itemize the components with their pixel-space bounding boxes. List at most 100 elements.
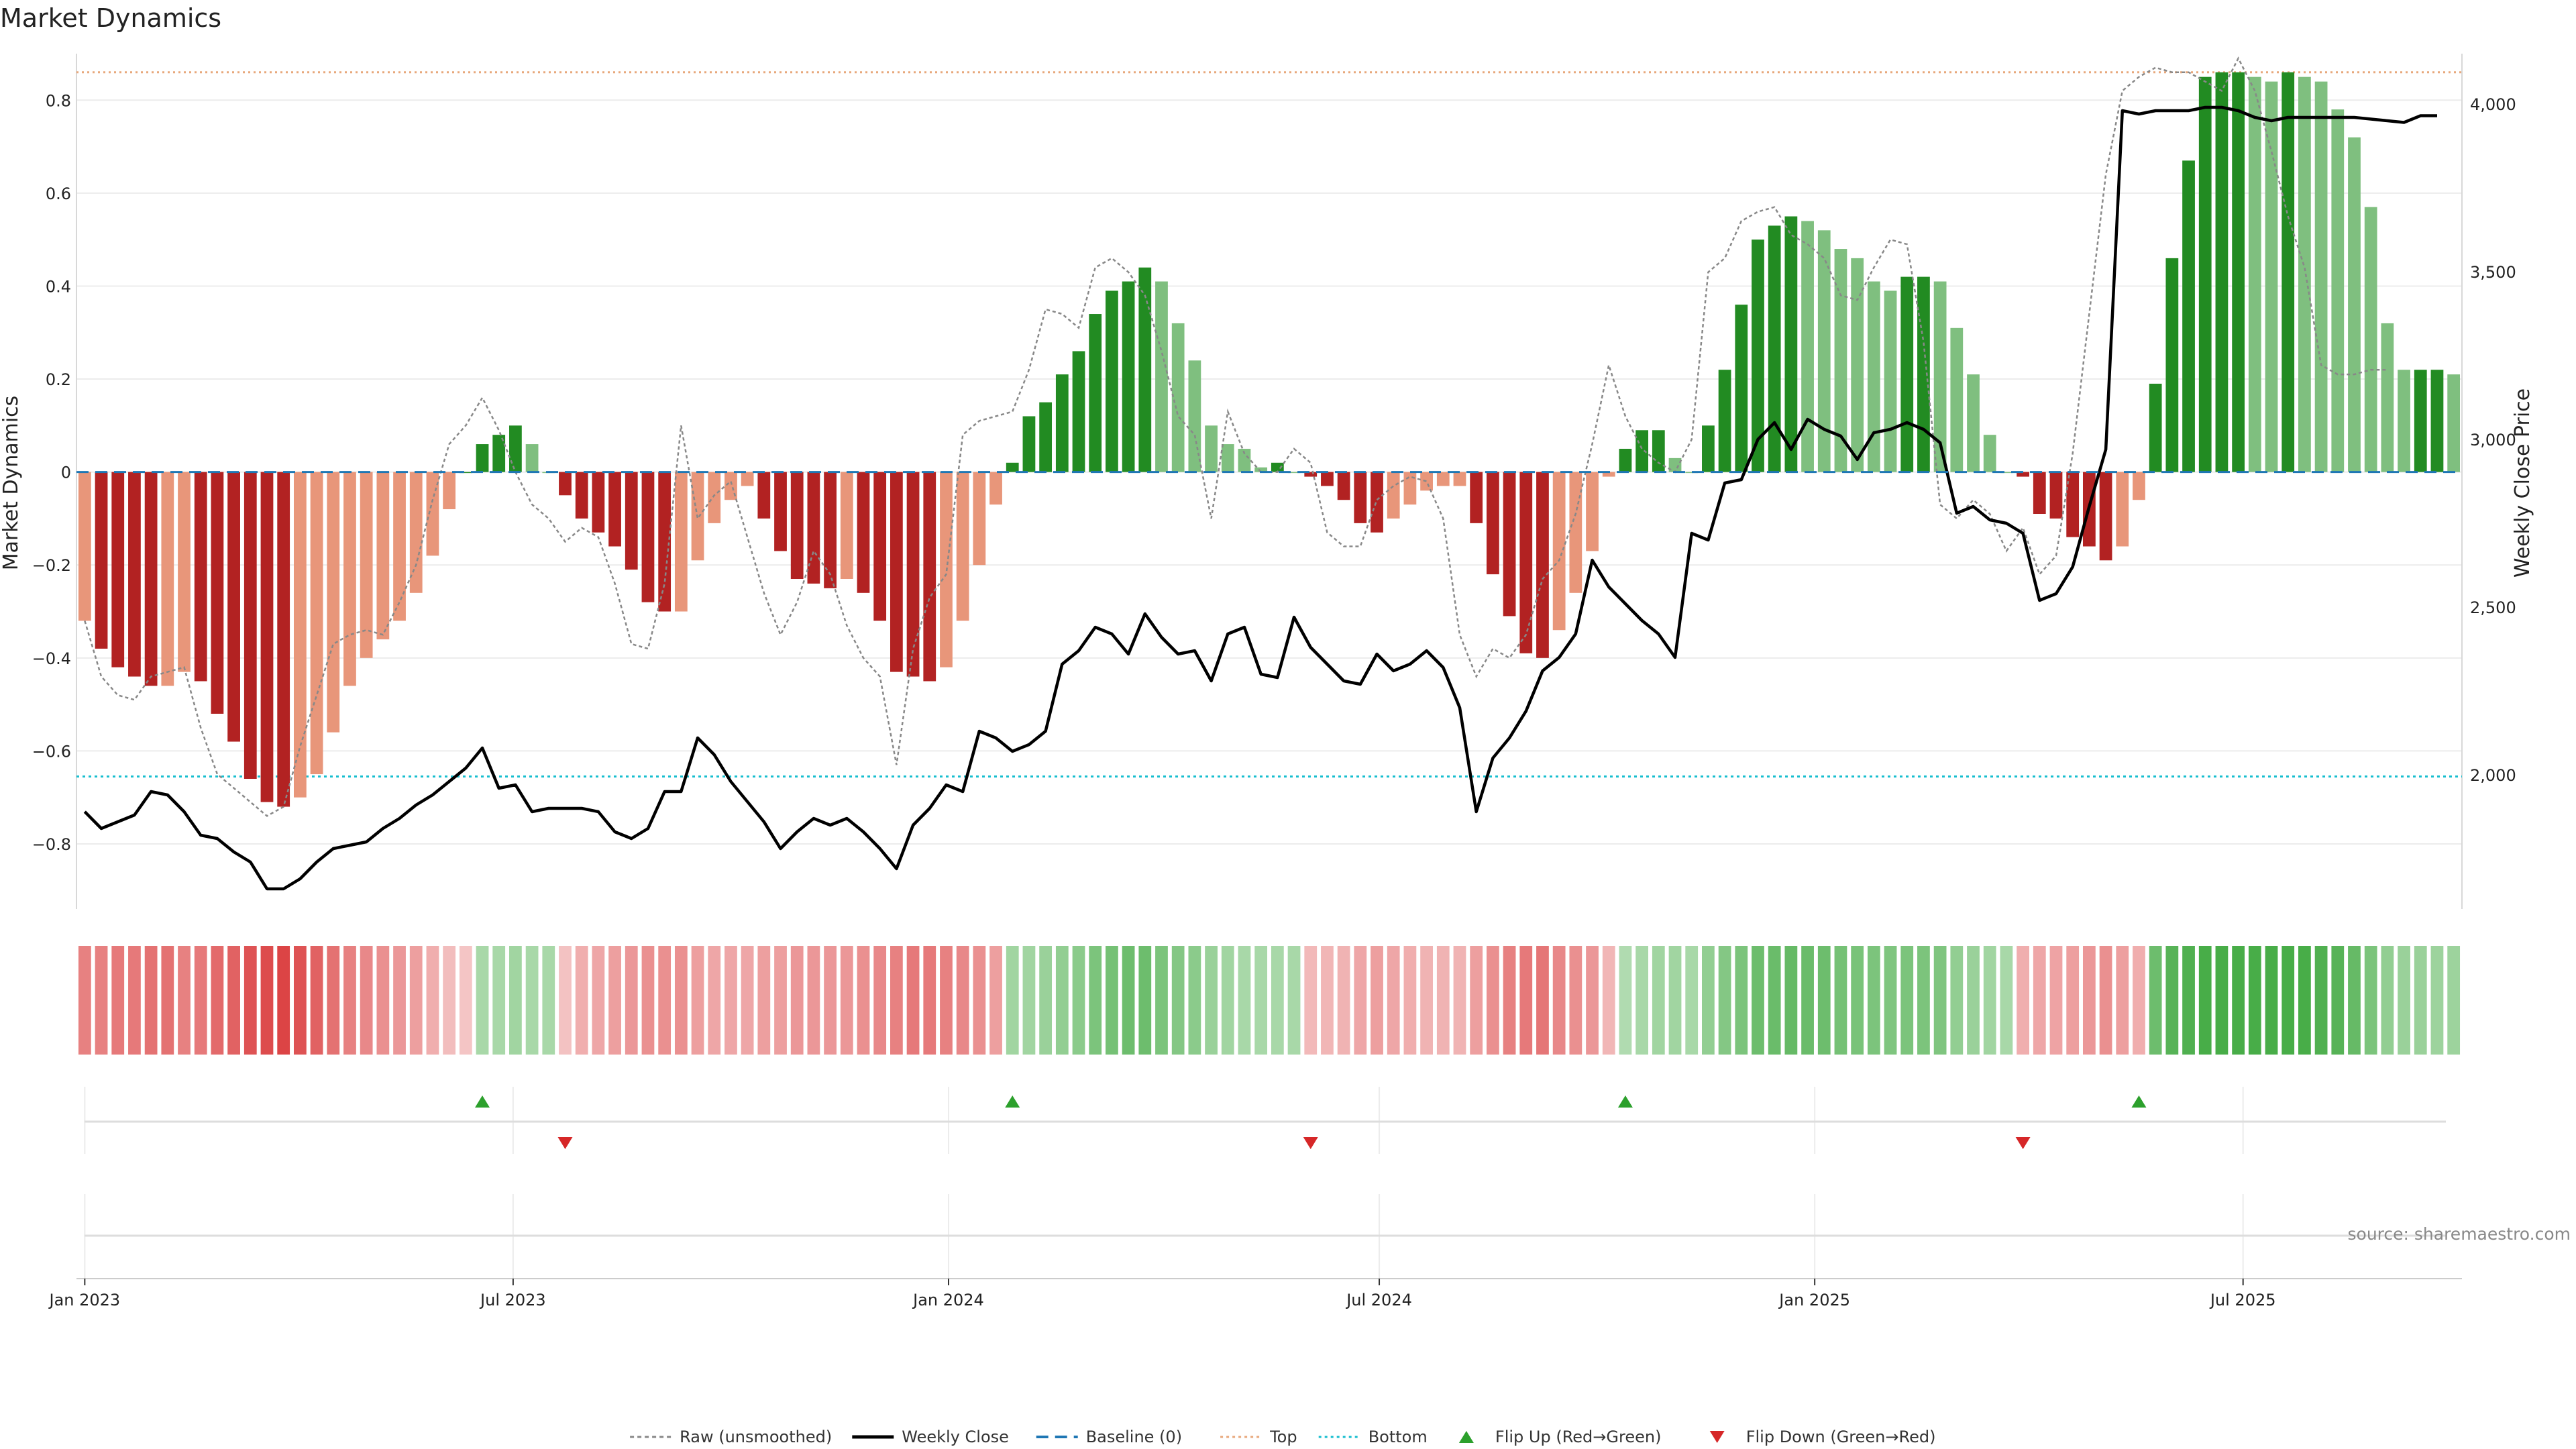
regime-cell-19 (393, 946, 406, 1055)
regime-cell-31 (592, 946, 605, 1055)
regime-cell-21 (426, 946, 439, 1055)
bar-110 (1900, 276, 1914, 472)
x-tick-label-3: Jul 2024 (1345, 1291, 1412, 1309)
bar-119 (2049, 472, 2063, 519)
bar-60 (1072, 351, 1085, 472)
y2-tick-labels: 4,000 3,500 3,000 2,500 2,000 (2470, 95, 2516, 785)
flip-down-marker-2 (2015, 1137, 2031, 1149)
legend-label-6: Flip Down (Green→Red) (1746, 1428, 1936, 1446)
bar-1 (95, 472, 108, 649)
regime-cell-59 (1055, 946, 1069, 1055)
y-tick-labels: 0.8 0.6 0.4 0.2 0 −0.2 −0.4 −0.6 −0.8 (32, 91, 71, 854)
regime-cell-67 (1188, 946, 1201, 1055)
bar-111 (1917, 276, 1930, 472)
bar-95 (1652, 430, 1665, 472)
regime-cell-89 (1552, 946, 1566, 1055)
regime-cell-125 (2149, 946, 2162, 1055)
regime-cell-11 (260, 946, 274, 1055)
regime-cell-15 (327, 946, 340, 1055)
y-axis-title: Market Dynamics (0, 396, 23, 571)
x-tick-label-0: Jan 2023 (48, 1291, 120, 1309)
regime-cell-98 (1702, 946, 1715, 1055)
regime-cell-136 (2331, 946, 2345, 1055)
bar-101 (1752, 239, 1764, 472)
regime-cell-130 (2232, 946, 2245, 1055)
bar-65 (1155, 281, 1168, 472)
bar-63 (1122, 281, 1135, 472)
bar-17 (360, 472, 373, 658)
bar-76 (1337, 472, 1350, 500)
bar-66 (1171, 323, 1185, 472)
regime-cell-62 (1106, 946, 1118, 1055)
regime-cell-93 (1619, 946, 1632, 1055)
bar-75 (1321, 472, 1334, 486)
bar-50 (906, 472, 920, 677)
regime-cell-73 (1287, 946, 1301, 1055)
bar-122 (2099, 472, 2112, 561)
regime-cell-7 (194, 946, 207, 1055)
regime-cell-133 (2282, 946, 2295, 1055)
bar-31 (592, 472, 605, 533)
regime-cell-14 (310, 946, 323, 1055)
legend-label-5: Flip Up (Red→Green) (1495, 1428, 1662, 1446)
bar-53 (956, 472, 969, 621)
bar-99 (1718, 370, 1731, 472)
regime-cell-84 (1470, 946, 1483, 1055)
regime-cell-53 (956, 946, 969, 1055)
regime-cell-56 (1006, 946, 1019, 1055)
regime-cell-48 (873, 946, 887, 1055)
regime-cell-72 (1271, 946, 1284, 1055)
bar-100 (1735, 305, 1748, 472)
regime-cell-74 (1304, 946, 1318, 1055)
bar-11 (260, 472, 274, 802)
bar-57 (1022, 416, 1036, 472)
regime-cell-46 (840, 946, 853, 1055)
flip-up-marker-1 (1005, 1095, 1020, 1108)
bar-80 (1403, 472, 1417, 505)
bar-109 (1884, 290, 1897, 472)
bar-14 (310, 472, 323, 775)
regime-cell-29 (559, 946, 572, 1055)
regime-cell-103 (1784, 946, 1798, 1055)
bar-64 (1138, 267, 1152, 472)
regime-cell-143 (2447, 946, 2461, 1055)
y-tick-label-5: −0.2 (32, 556, 71, 575)
regime-cell-135 (2314, 946, 2328, 1055)
bar-114 (1967, 374, 1980, 472)
bar-67 (1188, 360, 1201, 472)
regime-cell-142 (2430, 946, 2444, 1055)
regime-strip (78, 946, 2461, 1055)
x-tick-label-5: Jul 2025 (2209, 1291, 2276, 1309)
regime-cell-75 (1321, 946, 1334, 1055)
regime-cell-102 (1768, 946, 1781, 1055)
regime-cell-114 (1967, 946, 1980, 1055)
bar-90 (1569, 472, 1582, 593)
regime-cell-33 (625, 946, 638, 1055)
bar-34 (641, 472, 655, 602)
bar-9 (227, 472, 240, 742)
bar-126 (2165, 258, 2179, 472)
x-tick-labels: Jan 2023 Jul 2023 Jan 2024 Jul 2024 Jan 2025… (48, 1279, 2276, 1309)
bar-134 (2298, 76, 2311, 472)
bar-92 (1602, 472, 1615, 477)
bar-135 (2314, 81, 2328, 472)
bar-132 (2265, 81, 2278, 472)
bar-10 (244, 472, 257, 779)
bar-82 (1436, 472, 1450, 486)
bar-48 (873, 472, 887, 621)
bar-18 (376, 472, 390, 640)
regime-cell-50 (906, 946, 920, 1055)
bar-104 (1801, 221, 1814, 472)
bar-130 (2232, 72, 2245, 472)
bar-68 (1205, 425, 1218, 472)
regime-cell-107 (1851, 946, 1864, 1055)
regime-cell-126 (2165, 946, 2179, 1055)
bar-27 (525, 444, 539, 472)
y2-tick-label-0: 4,000 (2470, 95, 2516, 114)
raw-series (84, 56, 2387, 817)
regime-cell-77 (1354, 946, 1367, 1055)
bar-42 (774, 472, 787, 551)
bar-128 (2198, 76, 2212, 472)
regime-cell-94 (1635, 946, 1649, 1055)
main-grid (76, 99, 2462, 845)
